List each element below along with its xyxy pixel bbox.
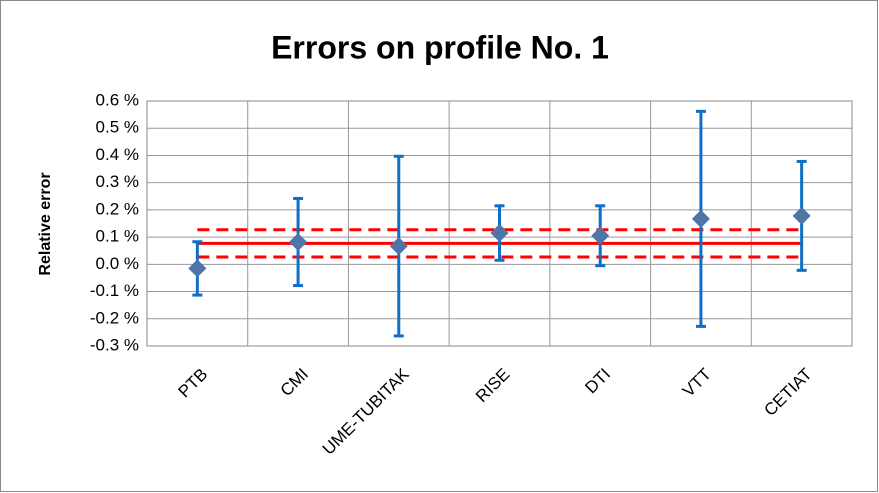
y-tick-label: -0.2 %: [90, 308, 139, 327]
y-tick-label: -0.1 %: [90, 281, 139, 300]
marker: [691, 209, 710, 228]
y-tick-label: 0.4 %: [96, 145, 139, 164]
marker: [591, 226, 610, 245]
y-tick-label: 0.0 %: [96, 254, 139, 273]
y-tick-label: 0.2 %: [96, 199, 139, 218]
marker: [792, 206, 811, 225]
plot-area: [146, 100, 853, 347]
marker: [188, 259, 207, 278]
marker: [389, 237, 408, 256]
y-tick-label: 0.1 %: [96, 227, 139, 246]
chart-title: Errors on profile No. 1: [271, 29, 609, 65]
y-tick-label: -0.3 %: [90, 335, 139, 354]
y-tick-label: 0.3 %: [96, 172, 139, 191]
y-tick-label: 0.6 %: [96, 90, 139, 109]
marker: [289, 233, 308, 252]
marker: [490, 224, 509, 243]
y-tick-label: 0.5 %: [96, 118, 139, 137]
y-axis-label: Relative error: [37, 172, 54, 275]
